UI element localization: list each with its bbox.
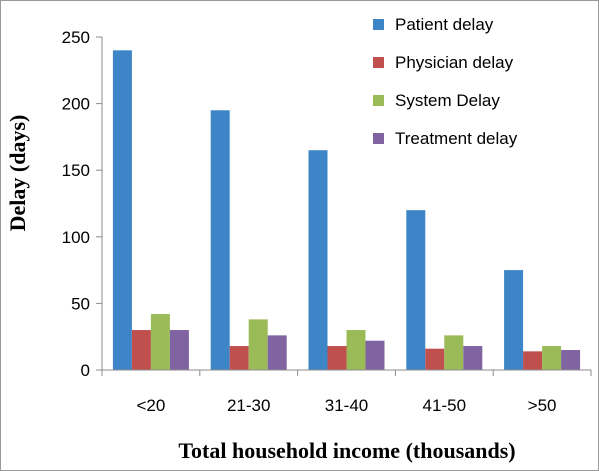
legend-swatch [373, 133, 384, 144]
bar-system-delay [346, 330, 366, 370]
x-tick-label: 41-50 [423, 396, 466, 415]
x-tick-label: >50 [528, 396, 557, 415]
bar-system-delay [444, 335, 464, 370]
bar-treatment-delay [463, 346, 483, 370]
bar-physician-delay [327, 346, 347, 370]
bar-physician-delay [425, 348, 445, 370]
y-tick-label: 200 [62, 95, 90, 114]
bar-treatment-delay [561, 350, 581, 370]
legend-label: System Delay [395, 91, 500, 110]
x-ticks-group: <20 21-30 31-40 41-50 >50 [101, 370, 592, 415]
y-tick-label: 0 [81, 361, 90, 380]
y-tick-label: 50 [71, 294, 90, 313]
x-tick-label: 21-30 [227, 396, 270, 415]
x-tick-label: 31-40 [325, 396, 368, 415]
y-axis-title: Delay (days) [5, 115, 30, 232]
legend-label: Treatment delay [395, 129, 518, 148]
y-ticks-group: 0 50 100 150 200 250 [62, 28, 102, 380]
bar-patient-delay [406, 210, 426, 370]
legend-swatch [373, 57, 384, 68]
bar-treatment-delay [365, 340, 385, 370]
bar-patient-delay [308, 150, 328, 370]
bar-physician-delay [229, 346, 249, 370]
bar-system-delay [248, 319, 268, 370]
y-tick-label: 150 [62, 161, 90, 180]
bars-group [112, 50, 581, 370]
bar-treatment-delay [267, 335, 287, 370]
legend-swatch [373, 19, 384, 30]
y-tick-label: 100 [62, 228, 90, 247]
bar-system-delay [150, 314, 170, 370]
bar-physician-delay [523, 351, 543, 370]
legend-swatch [373, 95, 384, 106]
y-tick-label: 250 [62, 28, 90, 47]
bar-treatment-delay [169, 330, 189, 370]
legend-label: Physician delay [395, 53, 514, 72]
bar-patient-delay [504, 270, 524, 370]
bar-system-delay [542, 346, 562, 370]
x-axis-title: Total household income (thousands) [178, 438, 515, 463]
bar-patient-delay [210, 110, 230, 370]
bar-physician-delay [131, 330, 151, 370]
legend-label: Patient delay [395, 15, 494, 34]
x-tick-label: <20 [136, 396, 165, 415]
bar-patient-delay [112, 50, 132, 370]
legend: Patient delay Physician delay System Delay… [373, 15, 518, 148]
